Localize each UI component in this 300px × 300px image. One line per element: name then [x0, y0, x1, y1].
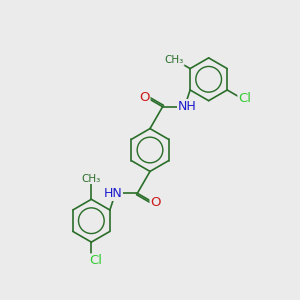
- Text: Cl: Cl: [89, 254, 102, 267]
- Text: O: O: [150, 196, 160, 208]
- Text: CH₃: CH₃: [82, 173, 101, 184]
- Text: NH: NH: [178, 100, 196, 112]
- Text: O: O: [140, 92, 150, 104]
- Text: CH₃: CH₃: [165, 55, 184, 65]
- Text: HN: HN: [103, 188, 122, 200]
- Text: Cl: Cl: [238, 92, 251, 104]
